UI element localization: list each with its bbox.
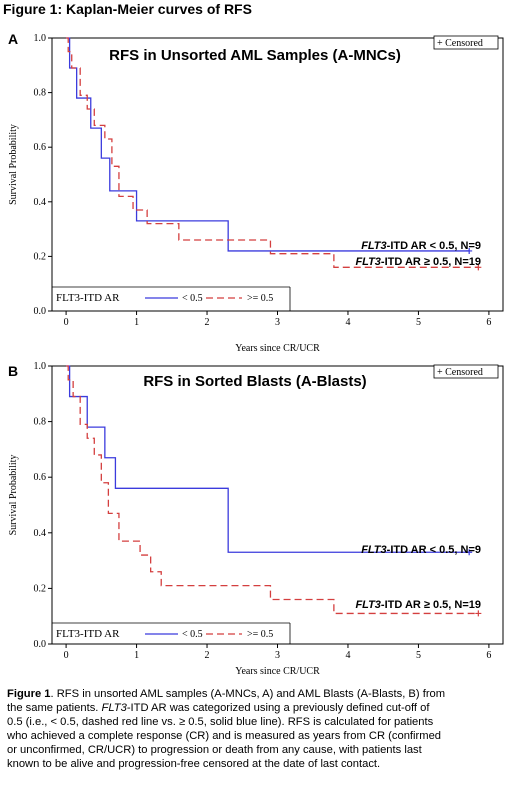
x-tick-label: 0 bbox=[64, 650, 69, 661]
curve-lt-0-5 bbox=[66, 37, 470, 252]
series-annotation-text: -ITD AR < 0.5, N=9 bbox=[387, 544, 481, 556]
panel-letter-b: B bbox=[8, 363, 19, 379]
caption-line: 0.5 (i.e., < 0.5, dashed red line vs. ≥ … bbox=[7, 715, 515, 729]
legend-label-lt-0-5: < 0.5 bbox=[182, 293, 203, 304]
caption-line: who achieved a complete response (CR) an… bbox=[7, 729, 515, 743]
y-axis-label: Survival Probability bbox=[8, 455, 19, 536]
legend-group-label: FLT3-ITD AR bbox=[56, 292, 120, 304]
x-tick-label: 2 bbox=[205, 317, 210, 328]
x-axis-label: Years since CR/UCR bbox=[235, 343, 320, 354]
series-annotation: FLT3-ITD AR < 0.5, N=9 bbox=[361, 240, 481, 252]
censor-mark bbox=[475, 264, 482, 271]
x-tick-label: 1 bbox=[134, 317, 139, 328]
x-tick-label: 0 bbox=[64, 317, 69, 328]
censor-mark bbox=[466, 549, 473, 556]
curve-ge-0-5 bbox=[66, 365, 479, 615]
legend-label-ge-0-5: >= 0.5 bbox=[247, 293, 273, 304]
caption-segment: or unconfirmed, CR/UCR) to progression o… bbox=[7, 744, 422, 756]
y-tick-label: 0.2 bbox=[34, 583, 47, 594]
caption-segment: -ITD AR was categorized using a previous… bbox=[126, 702, 430, 714]
x-tick-label: 2 bbox=[205, 650, 210, 661]
censored-key-box bbox=[433, 364, 499, 379]
figure-caption: Figure 1. RFS in unsorted AML samples (A… bbox=[7, 687, 515, 771]
figure-title: Figure 1: Kaplan-Meier curves of RFS bbox=[3, 1, 252, 17]
y-tick-label: 0.4 bbox=[34, 197, 47, 208]
y-tick-label: 0.0 bbox=[34, 306, 47, 317]
y-tick-label: 0.2 bbox=[34, 251, 47, 262]
y-tick-label: 0.6 bbox=[34, 142, 47, 153]
x-tick-label: 4 bbox=[345, 317, 350, 328]
series-annotation: FLT3-ITD AR ≥ 0.5, N=19 bbox=[355, 256, 481, 268]
y-axis-label: Survival Probability bbox=[8, 124, 19, 205]
chart-title: RFS in Unsorted AML Samples (A-MNCs) bbox=[109, 47, 401, 64]
caption-line: Figure 1. RFS in unsorted AML samples (A… bbox=[7, 687, 515, 701]
caption-segment: FLT3 bbox=[101, 702, 127, 714]
x-tick-label: 1 bbox=[134, 650, 139, 661]
x-tick-label: 4 bbox=[345, 650, 350, 661]
caption-line: the same patients. FLT3-ITD AR was categ… bbox=[7, 701, 515, 715]
y-tick-label: 1.0 bbox=[34, 361, 47, 372]
censored-key-label: + Censored bbox=[437, 38, 483, 49]
caption-segment: known to be alive and progression-free c… bbox=[7, 758, 381, 770]
series-annotation-text: -ITD AR ≥ 0.5, N=19 bbox=[381, 256, 481, 268]
caption-segment: Figure 1 bbox=[7, 688, 51, 700]
y-tick-label: 0.0 bbox=[34, 639, 47, 650]
curve-lt-0-5 bbox=[66, 365, 470, 553]
series-annotation-gene: FLT3 bbox=[361, 240, 386, 252]
legend-label-lt-0-5: < 0.5 bbox=[182, 629, 203, 640]
legend-group-label: FLT3-ITD AR bbox=[56, 628, 120, 640]
y-tick-label: 1.0 bbox=[34, 33, 47, 44]
plot-frame bbox=[51, 37, 504, 312]
series-annotation: FLT3-ITD AR ≥ 0.5, N=19 bbox=[355, 599, 481, 611]
series-annotation-gene: FLT3 bbox=[361, 544, 386, 556]
x-tick-label: 5 bbox=[416, 650, 421, 661]
censor-mark bbox=[475, 610, 482, 617]
censored-key-box bbox=[433, 35, 499, 50]
caption-segment: the same patients. bbox=[7, 702, 102, 714]
censor-mark bbox=[466, 247, 473, 254]
x-tick-label: 3 bbox=[275, 317, 280, 328]
x-tick-label: 6 bbox=[486, 317, 491, 328]
caption-segment: who achieved a complete response (CR) an… bbox=[7, 730, 442, 742]
panel-letter-a: A bbox=[8, 31, 19, 47]
series-annotation-gene: FLT3 bbox=[355, 599, 380, 611]
y-tick-label: 0.6 bbox=[34, 472, 47, 483]
caption-line: known to be alive and progression-free c… bbox=[7, 757, 515, 771]
x-tick-label: 3 bbox=[275, 650, 280, 661]
x-axis-label: Years since CR/UCR bbox=[235, 666, 320, 677]
y-tick-label: 0.8 bbox=[34, 88, 47, 99]
censored-key-label: + Censored bbox=[437, 367, 483, 378]
series-annotation-gene: FLT3 bbox=[355, 256, 380, 268]
caption-segment: 0.5 (i.e., < 0.5, dashed red line vs. ≥ … bbox=[7, 716, 434, 728]
km-chart-b: 0.0 0.2 0.4 0.6 0.8 1.0 0 1 2 3 4 5 6 Years since CR/… bbox=[8, 361, 504, 677]
x-tick-label: 6 bbox=[486, 650, 491, 661]
caption-line: or unconfirmed, CR/UCR) to progression o… bbox=[7, 743, 515, 757]
y-tick-label: 0.8 bbox=[34, 417, 47, 428]
y-tick-label: 0.4 bbox=[34, 528, 47, 539]
series-annotation-text: -ITD AR ≥ 0.5, N=19 bbox=[381, 599, 481, 611]
series-annotation-text: -ITD AR < 0.5, N=9 bbox=[387, 240, 481, 252]
legend-label-ge-0-5: >= 0.5 bbox=[247, 629, 273, 640]
curve-ge-0-5 bbox=[66, 37, 479, 268]
x-tick-label: 5 bbox=[416, 317, 421, 328]
caption-segment: . RFS in unsorted AML samples (A-MNCs, A… bbox=[50, 688, 446, 700]
series-annotation: FLT3-ITD AR < 0.5, N=9 bbox=[361, 544, 481, 556]
km-chart-a: 0.0 0.2 0.4 0.6 0.8 1.0 0 1 2 3 4 5 6 Years since CR/… bbox=[8, 33, 504, 354]
chart-title: RFS in Sorted Blasts (A-Blasts) bbox=[143, 373, 366, 390]
